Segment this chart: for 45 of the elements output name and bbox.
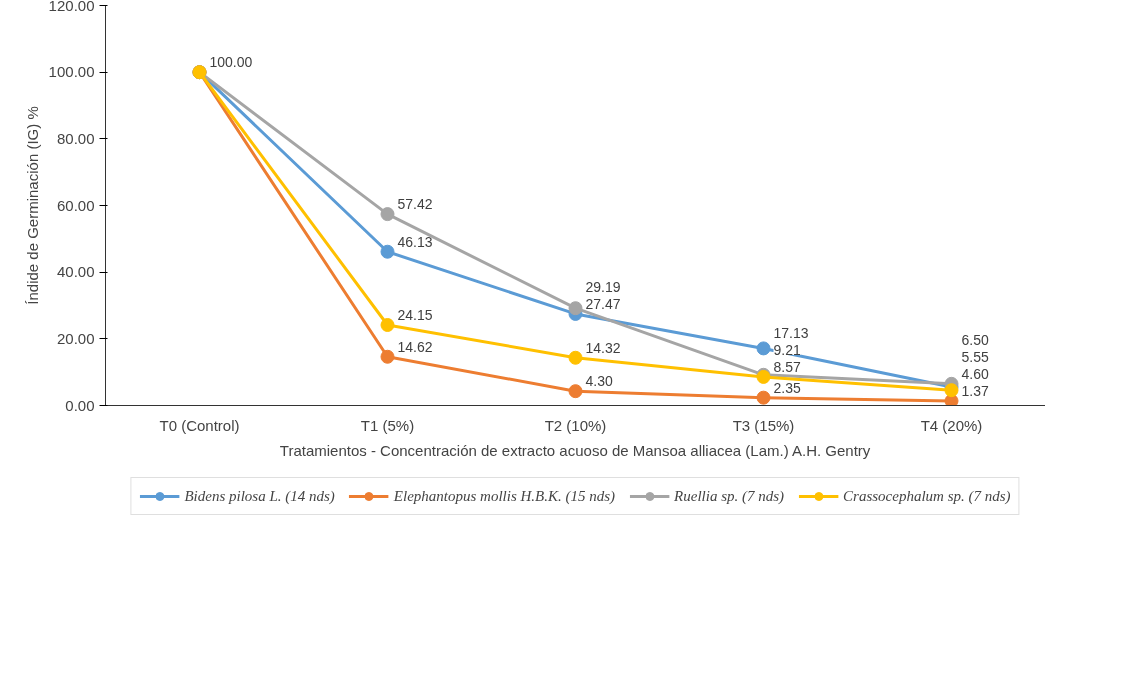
x-tick-label: T4 (20%) bbox=[920, 416, 983, 434]
point bbox=[756, 390, 771, 405]
data-label: 8.57 bbox=[773, 358, 801, 375]
data-label: 1.37 bbox=[961, 382, 989, 399]
data-label: 29.19 bbox=[585, 278, 621, 295]
y-tick-label: 40.00 bbox=[56, 263, 95, 281]
data-label: 17.13 bbox=[773, 324, 809, 341]
data-label: 46.13 bbox=[397, 233, 433, 250]
data-label: 9.21 bbox=[773, 341, 801, 358]
data-label: 24.15 bbox=[397, 307, 433, 323]
data-label: 100.00 bbox=[209, 54, 253, 71]
point bbox=[756, 341, 771, 356]
y-tick-label: 80.00 bbox=[56, 129, 95, 147]
point bbox=[568, 350, 583, 365]
data-label: 14.62 bbox=[397, 338, 433, 355]
data-label: 4.30 bbox=[585, 373, 613, 390]
data-label: 5.55 bbox=[961, 348, 989, 365]
data-label: 2.35 bbox=[773, 379, 801, 396]
point bbox=[568, 384, 583, 399]
point bbox=[380, 207, 395, 222]
x-tick-label: T2 (10%) bbox=[544, 416, 607, 434]
x-tick-label: T0 (Control) bbox=[159, 416, 240, 434]
legend-label: Crassocephalum sp. (7 nds) bbox=[843, 487, 1011, 505]
point bbox=[380, 318, 395, 332]
y-tick-label: 20.00 bbox=[56, 329, 95, 347]
x-tick-label: T1 (5%) bbox=[360, 416, 415, 434]
legend-label: Bidens pilosa L. (14 nds) bbox=[184, 487, 335, 505]
point bbox=[568, 301, 583, 316]
legend-label: Elephantopus mollis H.B.K. (15 nds) bbox=[393, 487, 616, 505]
legend-label: Ruellia sp. (7 nds) bbox=[674, 487, 785, 505]
data-label: 6.50 bbox=[961, 331, 989, 348]
data-label: 4.60 bbox=[961, 365, 989, 382]
y-tick-label: 60.00 bbox=[56, 196, 95, 214]
x-tick-label: T3 (15%) bbox=[732, 416, 795, 434]
point bbox=[380, 349, 395, 364]
point bbox=[380, 244, 395, 259]
y-tick-label: 0.00 bbox=[65, 396, 95, 414]
point bbox=[944, 383, 959, 398]
y-tick-label: 100.00 bbox=[48, 63, 95, 81]
data-label: 27.47 bbox=[585, 295, 621, 312]
y-axis-title: Índide de Germinación (IG) % bbox=[23, 106, 41, 305]
data-label: 57.42 bbox=[397, 196, 433, 213]
data-label: 14.32 bbox=[585, 339, 621, 356]
x-axis-title: Tratamientos - Concentración de extracto acuoso de Mansoa alliacea (Lam.) A.H. Gentry bbox=[279, 441, 871, 459]
y-tick-label: 120.00 bbox=[48, 0, 95, 14]
